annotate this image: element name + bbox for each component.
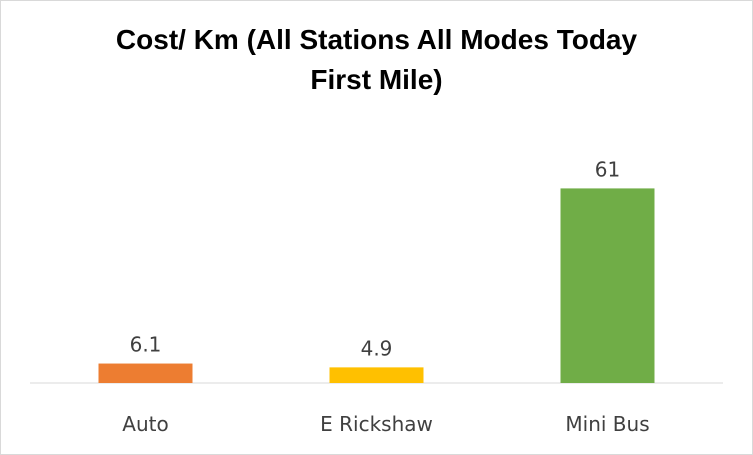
x-tick-label: E Rickshaw (320, 412, 433, 436)
data-label: 6.1 (130, 333, 162, 357)
bar-mini-bus (560, 188, 655, 383)
x-tick-label: Auto (122, 412, 168, 436)
x-tick-label: Mini Bus (565, 412, 649, 436)
chart-title-line2: First Mile) (310, 64, 443, 95)
bar-auto (98, 363, 193, 383)
chart-title: Cost/ Km (All Stations All Modes Today F… (0, 20, 753, 100)
data-label: 4.9 (361, 336, 393, 360)
data-label: 61 (595, 157, 620, 181)
chart-title-line1: Cost/ Km (All Stations All Modes Today (115, 24, 638, 55)
bar-e-rickshaw (329, 367, 424, 383)
